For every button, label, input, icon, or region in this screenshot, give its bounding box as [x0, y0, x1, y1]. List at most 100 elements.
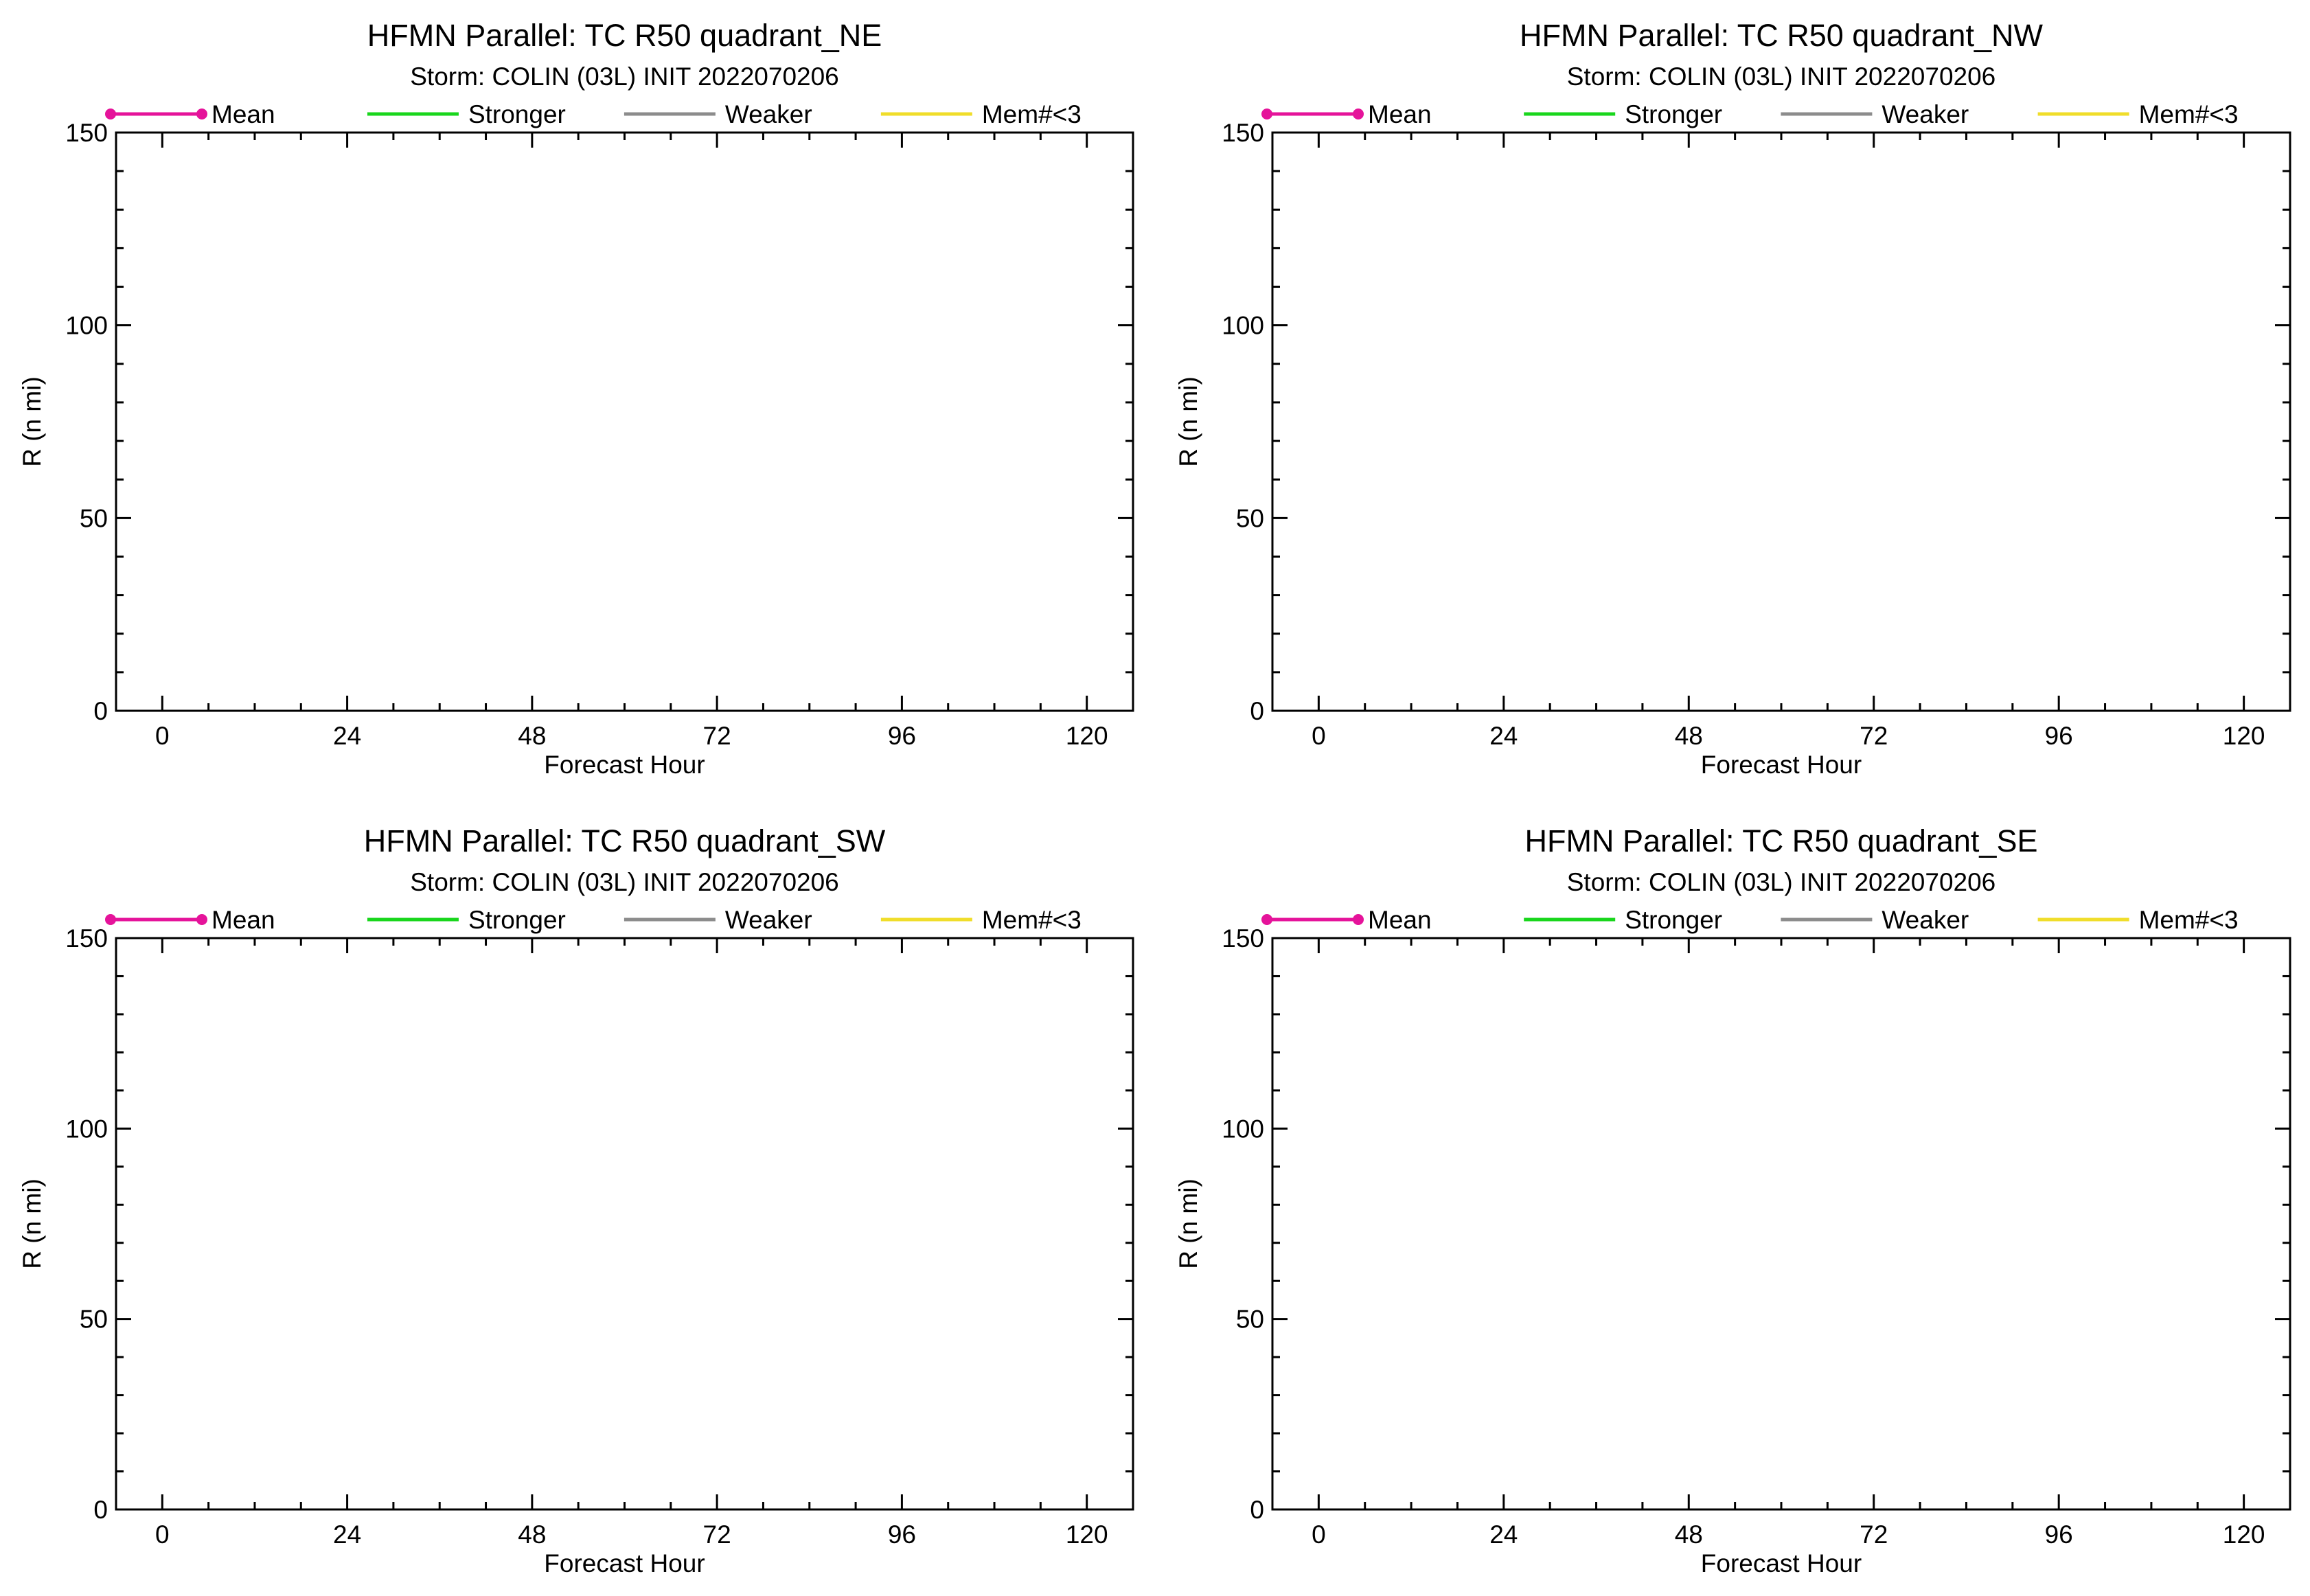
x-tick-label: 96 [888, 722, 916, 750]
legend-item-mem-3: Mem#<3 [881, 906, 1082, 934]
legend-label: Stronger [1625, 100, 1722, 128]
x-tick-label: 0 [155, 1520, 170, 1549]
legend-item-mean: Mean [1261, 100, 1432, 128]
legend-item-stronger: Stronger [1524, 906, 1722, 934]
plot-frame [1272, 133, 2290, 711]
legend-label: Weaker [1882, 906, 1969, 934]
x-tick-label: 72 [703, 722, 731, 750]
legend-label: Mean [1368, 100, 1432, 128]
legend-marker [196, 109, 207, 119]
x-tick-label: 120 [1066, 1520, 1108, 1549]
x-axis-label: Forecast Hour [1701, 1549, 1862, 1577]
x-axis-label: Forecast Hour [544, 751, 705, 779]
legend-label: Weaker [1882, 100, 1969, 128]
legend-label: Stronger [468, 906, 566, 934]
x-axis-label: Forecast Hour [1701, 751, 1862, 779]
x-tick-label: 120 [1066, 722, 1108, 750]
x-tick-label: 48 [518, 1520, 546, 1549]
y-tick-label: 0 [93, 697, 108, 725]
x-tick-label: 48 [1675, 722, 1703, 750]
x-axis-label: Forecast Hour [544, 1549, 705, 1577]
legend-label: Mem#<3 [2139, 906, 2239, 934]
x-tick-label: 0 [155, 722, 170, 750]
x-tick-label: 96 [888, 1520, 916, 1549]
y-axis-label: R (n mi) [1174, 1178, 1202, 1269]
legend-item-mean: Mean [105, 906, 275, 934]
chart-panel-3: HFMN Parallel: TC R50 quadrant_SW Storm: … [18, 823, 1133, 1577]
legend-item-stronger: Stronger [1524, 100, 1722, 128]
chart-subtitle: Storm: COLIN (03L) INIT 2022070206 [1567, 62, 1996, 91]
legend-item-mem-3: Mem#<3 [2038, 100, 2239, 128]
legend-label: Mean [211, 100, 275, 128]
x-tick-label: 72 [1860, 1520, 1888, 1549]
chart-panel-1: HFMN Parallel: TC R50 quadrant_NE Storm: … [18, 18, 1133, 779]
y-axis-label: R (n mi) [18, 1178, 46, 1269]
plot-frame [116, 938, 1133, 1509]
y-tick-label: 150 [1222, 119, 1264, 147]
legend-label: Mem#<3 [982, 906, 1082, 934]
x-tick-label: 0 [1312, 722, 1326, 750]
x-tick-label: 96 [2045, 722, 2073, 750]
y-tick-label: 50 [80, 1306, 108, 1334]
legend-item-weaker: Weaker [624, 906, 812, 934]
legend-item-stronger: Stronger [367, 906, 566, 934]
chart-panel-4: HFMN Parallel: TC R50 quadrant_SE Storm: … [1174, 823, 2290, 1577]
y-axis-label: R (n mi) [1174, 376, 1202, 467]
y-tick-label: 150 [65, 924, 108, 953]
y-tick-label: 0 [1250, 1496, 1264, 1524]
x-tick-label: 24 [333, 1520, 361, 1549]
legend-label: Stronger [468, 100, 566, 128]
x-tick-label: 120 [2223, 722, 2265, 750]
plot-frame [116, 133, 1133, 711]
legend-label: Stronger [1625, 906, 1722, 934]
legend-item-mean: Mean [105, 100, 275, 128]
x-tick-label: 24 [1489, 722, 1518, 750]
legend-item-mean: Mean [1261, 906, 1432, 934]
x-tick-label: 48 [518, 722, 546, 750]
chart-title: HFMN Parallel: TC R50 quadrant_SE [1525, 823, 2038, 858]
x-tick-label: 24 [333, 722, 361, 750]
legend-marker [196, 914, 207, 925]
y-axis-label: R (n mi) [18, 376, 46, 467]
legend-marker [105, 914, 116, 925]
chart-title: HFMN Parallel: TC R50 quadrant_SW [364, 823, 886, 858]
y-tick-label: 150 [65, 119, 108, 147]
legend-label: Mem#<3 [982, 100, 1082, 128]
x-tick-label: 96 [2045, 1520, 2073, 1549]
legend-item-weaker: Weaker [624, 100, 812, 128]
legend-label: Mean [1368, 906, 1432, 934]
chart-title: HFMN Parallel: TC R50 quadrant_NW [1520, 18, 2043, 53]
legend-marker [1261, 109, 1272, 119]
legend-marker [1353, 109, 1364, 119]
x-tick-label: 72 [1860, 722, 1888, 750]
x-tick-label: 0 [1312, 1520, 1326, 1549]
legend-item-weaker: Weaker [1781, 906, 1969, 934]
legend-label: Weaker [725, 100, 812, 128]
y-tick-label: 50 [1236, 504, 1264, 532]
chart-title: HFMN Parallel: TC R50 quadrant_NE [367, 18, 882, 53]
plot-frame [1272, 938, 2290, 1509]
y-tick-label: 100 [65, 1115, 108, 1143]
y-tick-label: 50 [80, 504, 108, 532]
chart-subtitle: Storm: COLIN (03L) INIT 2022070206 [410, 62, 839, 91]
y-tick-label: 100 [65, 312, 108, 340]
x-tick-label: 48 [1675, 1520, 1703, 1549]
legend-marker [105, 109, 116, 119]
legend-item-mem-3: Mem#<3 [881, 100, 1082, 128]
x-tick-label: 72 [703, 1520, 731, 1549]
legend-marker [1353, 914, 1364, 925]
y-tick-label: 50 [1236, 1306, 1264, 1334]
legend-label: Weaker [725, 906, 812, 934]
y-tick-label: 0 [1250, 697, 1264, 725]
y-tick-label: 150 [1222, 924, 1264, 953]
y-tick-label: 0 [93, 1496, 108, 1524]
legend-marker [1261, 914, 1272, 925]
y-tick-label: 100 [1222, 312, 1264, 340]
chart-subtitle: Storm: COLIN (03L) INIT 2022070206 [410, 868, 839, 896]
chart-panel-2: HFMN Parallel: TC R50 quadrant_NW Storm: … [1174, 18, 2290, 779]
legend-item-stronger: Stronger [367, 100, 566, 128]
x-tick-label: 24 [1489, 1520, 1518, 1549]
legend-label: Mem#<3 [2139, 100, 2239, 128]
legend-item-weaker: Weaker [1781, 100, 1969, 128]
legend-label: Mean [211, 906, 275, 934]
